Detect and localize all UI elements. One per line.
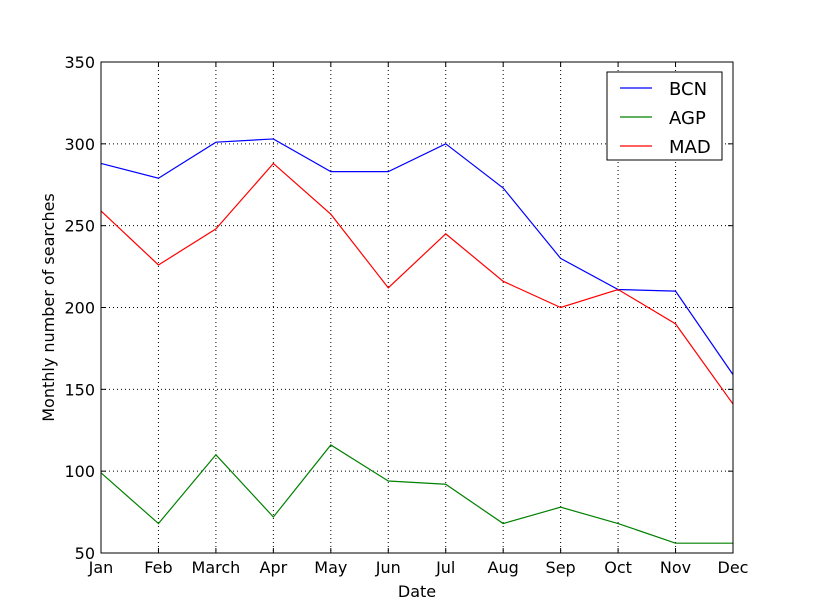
x-tick-label: Apr [260, 558, 288, 577]
y-tick-label: 300 [64, 135, 95, 154]
series-line-bcn [100, 138, 734, 375]
legend-label-mad: MAD [669, 137, 711, 158]
x-tick-label: Jan [88, 558, 114, 577]
y-tick-label: 350 [64, 53, 95, 72]
legend-box [606, 71, 723, 161]
y-tick-label: 150 [64, 380, 95, 399]
x-tick-label: Oct [604, 558, 632, 577]
legend-label-agp: AGP [669, 108, 706, 129]
legend: BCN AGP MAD [606, 71, 723, 161]
x-tick-label: Feb [144, 558, 172, 577]
x-tick-label: Jul [435, 558, 455, 577]
y-axis-title: Monthly number of searches [39, 193, 58, 422]
x-axis-ticks: Jan Feb March Apr May Jun Jul Aug Sep Oct Nov Dec [88, 62, 749, 577]
legend-label-bcn: BCN [669, 79, 707, 100]
x-tick-label: May [314, 558, 347, 577]
y-tick-label: 250 [64, 217, 95, 236]
x-axis-title: Date [398, 582, 436, 601]
y-tick-label: 50 [75, 544, 95, 563]
series-lines [100, 138, 734, 544]
x-tick-label: Jun [375, 558, 401, 577]
y-tick-label: 200 [64, 299, 95, 318]
series-line-agp [100, 444, 733, 544]
x-tick-label: Sep [546, 558, 576, 577]
y-tick-label: 100 [64, 462, 95, 481]
y-axis-ticks: 50 100 150 200 250 300 350 [64, 53, 733, 563]
x-tick-label: Dec [718, 558, 749, 577]
x-tick-label: March [192, 558, 241, 577]
x-tick-label: Aug [488, 558, 519, 577]
series-line-mad [100, 162, 734, 405]
x-tick-label: Nov [660, 558, 691, 577]
